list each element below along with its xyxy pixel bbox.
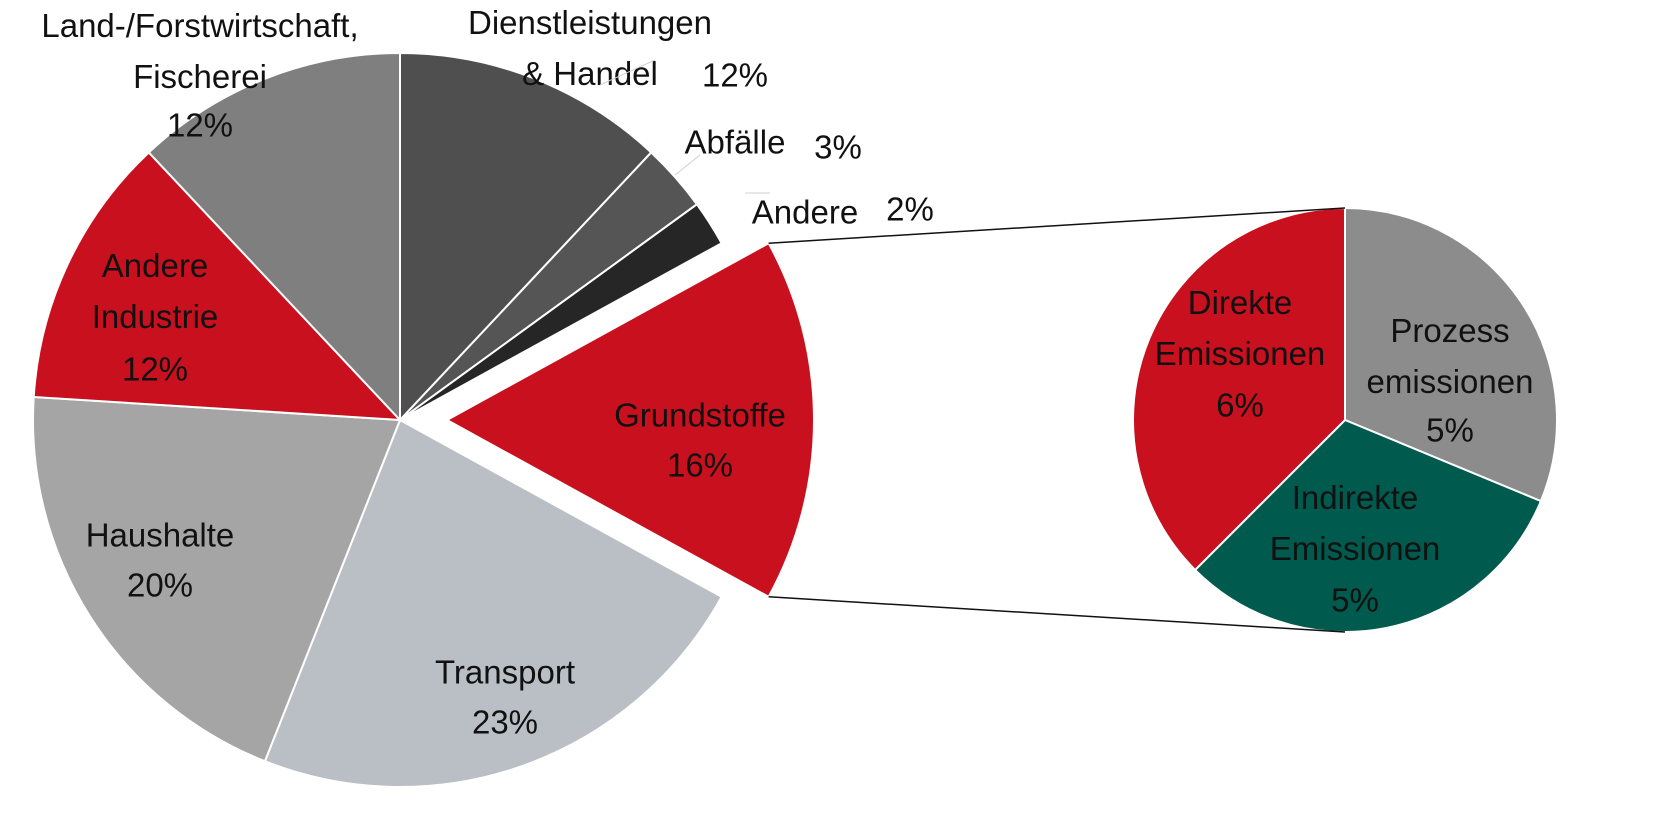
slice-label: Grundstoffe bbox=[614, 397, 786, 434]
pie-slice bbox=[32, 151, 403, 422]
slice-label: Transport bbox=[435, 654, 575, 691]
value-label: 16% bbox=[667, 447, 733, 484]
slice-label: Prozess emissionen bbox=[1367, 312, 1534, 400]
slice-label: Andere Industrie bbox=[92, 247, 219, 335]
value-label: 3% bbox=[814, 129, 862, 166]
value-label: 12% bbox=[167, 107, 233, 144]
value-label: 5% bbox=[1331, 582, 1379, 619]
slice-label: Andere bbox=[752, 194, 858, 231]
pie-slice bbox=[1193, 418, 1543, 634]
slice-label: Direkte Emissionen bbox=[1155, 284, 1326, 372]
pie-slice bbox=[399, 51, 653, 423]
pie-slice bbox=[399, 202, 723, 421]
pie-slice bbox=[263, 418, 723, 788]
value-label: 20% bbox=[127, 567, 193, 604]
pie-slice bbox=[444, 241, 816, 599]
leader-line bbox=[674, 154, 701, 176]
leader-line bbox=[599, 59, 656, 86]
pie-slice bbox=[1131, 206, 1346, 572]
connector-line bbox=[768, 207, 1346, 244]
pie-slice bbox=[32, 395, 402, 763]
value-label: 5% bbox=[1426, 412, 1474, 449]
slice-label: Dienstleistungen & Handel bbox=[468, 4, 712, 92]
pie-slice bbox=[1344, 206, 1558, 503]
slice-label: Indirekte Emissionen bbox=[1270, 479, 1441, 567]
slice-label: Land-/Forstwirtschaft, Fischerei bbox=[41, 7, 358, 95]
value-label: 23% bbox=[472, 704, 538, 741]
pie-slice bbox=[147, 51, 401, 423]
value-label: 12% bbox=[122, 351, 188, 388]
connector-line bbox=[768, 596, 1346, 633]
value-label: 6% bbox=[1216, 387, 1264, 424]
slice-label: Haushalte bbox=[86, 517, 235, 554]
value-label: 12% bbox=[702, 57, 768, 94]
slice-label: Abfälle bbox=[685, 124, 786, 161]
value-label: 2% bbox=[886, 191, 934, 228]
